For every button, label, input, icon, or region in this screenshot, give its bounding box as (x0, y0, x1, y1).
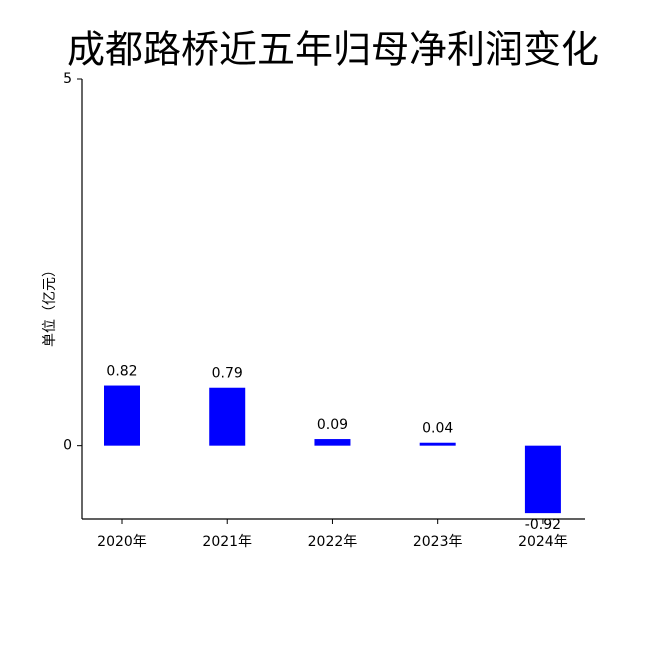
x-tick-label: 2024年 (518, 534, 568, 550)
y-tick-label: 5 (63, 71, 72, 87)
value-label: 0.79 (212, 366, 243, 382)
x-tick-label: 2022年 (308, 534, 358, 550)
chart-title: 成都路桥近五年归母净利润变化 (67, 28, 599, 72)
value-label: 0.09 (317, 417, 348, 433)
value-label: 0.82 (106, 364, 137, 380)
y-axis-label: 单位（亿元） (42, 263, 58, 347)
bar (524, 445, 561, 514)
bar (209, 387, 246, 446)
value-label: -0.92 (525, 517, 561, 533)
x-tick-label: 2023年 (413, 534, 463, 550)
bar (314, 439, 351, 446)
bar (419, 442, 456, 446)
value-label: 0.04 (422, 421, 453, 437)
x-tick-label: 2021年 (202, 534, 252, 550)
y-tick-label: 0 (63, 438, 72, 454)
bar (104, 385, 140, 446)
x-tick-label: 2020年 (97, 534, 147, 550)
